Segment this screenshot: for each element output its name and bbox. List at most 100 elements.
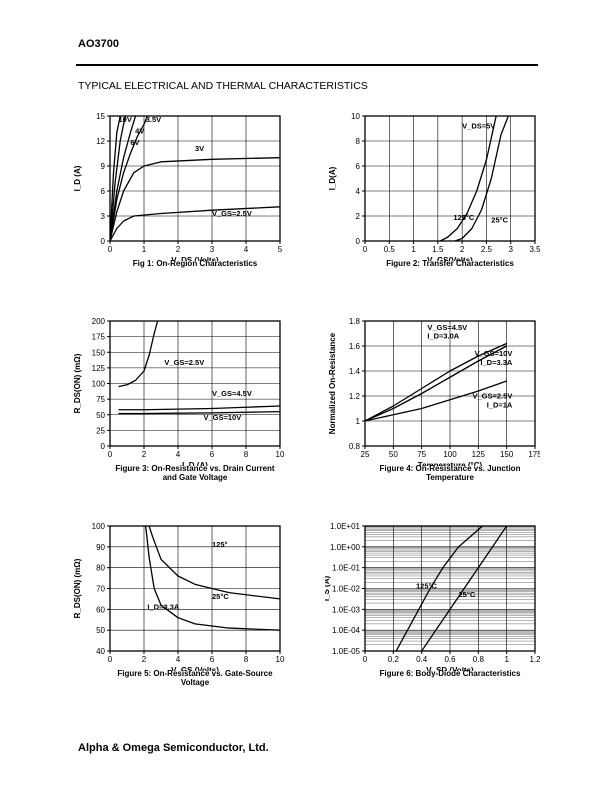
svg-text:2.5: 2.5 — [481, 245, 493, 254]
svg-text:4V: 4V — [135, 127, 144, 136]
svg-text:2: 2 — [142, 655, 147, 664]
svg-text:V_GS=2.5V: V_GS=2.5V — [212, 209, 252, 218]
svg-text:1.4: 1.4 — [349, 367, 361, 376]
svg-text:5: 5 — [278, 245, 283, 254]
fig6-caption: Figure 6: Body-Diode Characteristics — [365, 669, 535, 678]
svg-text:2: 2 — [460, 245, 465, 254]
chart-fig1: 01234503691215V_GS=2.5V3V3.5V4V6V10VV_DS… — [70, 106, 285, 268]
svg-text:15: 15 — [96, 112, 105, 121]
svg-text:V_GS=4.5V: V_GS=4.5V — [212, 389, 252, 398]
svg-text:25°C: 25°C — [212, 592, 229, 601]
svg-text:0: 0 — [363, 245, 368, 254]
svg-text:60: 60 — [96, 605, 105, 614]
svg-text:10V: 10V — [119, 115, 132, 124]
svg-text:4: 4 — [176, 450, 181, 459]
svg-text:150: 150 — [92, 348, 106, 357]
svg-text:I_D=3.3A: I_D=3.3A — [147, 602, 179, 611]
svg-text:1.8: 1.8 — [349, 317, 361, 326]
svg-text:8: 8 — [244, 655, 249, 664]
svg-text:175: 175 — [528, 450, 540, 459]
svg-text:50: 50 — [389, 450, 398, 459]
svg-text:8: 8 — [356, 137, 361, 146]
svg-text:0: 0 — [108, 450, 113, 459]
svg-text:3.5: 3.5 — [529, 245, 540, 254]
svg-text:4: 4 — [356, 187, 361, 196]
chart-fig4: 2550751001251501750.811.21.41.61.8V_GS=4… — [325, 311, 540, 482]
svg-text:50: 50 — [96, 626, 105, 635]
fig2-caption: Figure 2: Transfer Characteristics — [365, 259, 535, 268]
svg-text:8: 8 — [244, 450, 249, 459]
svg-text:V_GS=10V: V_GS=10V — [204, 413, 242, 422]
svg-text:1.0E-04: 1.0E-04 — [332, 626, 361, 635]
svg-text:6: 6 — [356, 162, 361, 171]
svg-text:100: 100 — [92, 380, 106, 389]
svg-text:75: 75 — [417, 450, 426, 459]
svg-text:0.2: 0.2 — [388, 655, 400, 664]
svg-text:2: 2 — [356, 212, 361, 221]
svg-text:75: 75 — [96, 395, 105, 404]
svg-text:100: 100 — [443, 450, 457, 459]
svg-text:12: 12 — [96, 137, 105, 146]
svg-text:0: 0 — [108, 245, 113, 254]
svg-text:2: 2 — [142, 450, 147, 459]
svg-text:I_D (A): I_D (A) — [73, 165, 82, 191]
svg-text:V_GS=10V: V_GS=10V — [475, 349, 513, 358]
chart-fig2: 00.511.522.533.50246810125°C25°CV_DS=5VV… — [325, 106, 540, 268]
svg-text:I_D=3.3A: I_D=3.3A — [480, 358, 512, 367]
svg-text:1.6: 1.6 — [349, 342, 361, 351]
svg-text:1.0E+01: 1.0E+01 — [330, 522, 361, 531]
svg-text:0: 0 — [101, 237, 106, 246]
svg-text:1.5: 1.5 — [432, 245, 444, 254]
svg-text:0: 0 — [108, 655, 113, 664]
svg-text:100: 100 — [92, 522, 106, 531]
svg-text:3: 3 — [508, 245, 513, 254]
svg-text:50: 50 — [96, 411, 105, 420]
svg-text:40: 40 — [96, 647, 105, 656]
svg-text:3: 3 — [210, 245, 215, 254]
svg-text:150: 150 — [500, 450, 514, 459]
svg-text:175: 175 — [92, 333, 106, 342]
svg-text:6V: 6V — [130, 138, 139, 147]
svg-text:V_GS=4.5V: V_GS=4.5V — [427, 323, 467, 332]
svg-text:0.6: 0.6 — [444, 655, 456, 664]
svg-text:1.0E-01: 1.0E-01 — [332, 564, 361, 573]
svg-text:1.0E-05: 1.0E-05 — [332, 647, 361, 656]
svg-text:I_D(A): I_D(A) — [328, 166, 337, 190]
svg-text:1: 1 — [356, 417, 361, 426]
chart-fig3: 02468100255075100125150175200V_GS=2.5VV_… — [70, 311, 285, 482]
svg-text:10: 10 — [351, 112, 360, 121]
svg-text:1.0E-03: 1.0E-03 — [332, 605, 361, 614]
svg-text:10: 10 — [276, 655, 285, 664]
footer-company: Alpha & Omega Semiconductor, Ltd. — [78, 742, 269, 754]
svg-text:125: 125 — [472, 450, 486, 459]
svg-text:R_DS(ON) (mΩ): R_DS(ON) (mΩ) — [73, 353, 82, 413]
svg-text:0.4: 0.4 — [416, 655, 428, 664]
svg-text:3: 3 — [101, 212, 106, 221]
svg-text:1.0E-02: 1.0E-02 — [332, 585, 361, 594]
svg-text:125°: 125° — [212, 540, 228, 549]
svg-text:2: 2 — [176, 245, 181, 254]
chart-fig5: 0246810405060708090100I_D=3.3A125°25°CV_… — [70, 516, 285, 687]
svg-text:25°C: 25°C — [459, 590, 476, 599]
svg-text:Normalized On-Resistance: Normalized On-Resistance — [328, 332, 337, 434]
svg-text:125: 125 — [92, 364, 106, 373]
svg-text:200: 200 — [92, 317, 106, 326]
svg-text:0: 0 — [101, 442, 106, 451]
svg-text:R_DS(ON) (mΩ): R_DS(ON) (mΩ) — [73, 558, 82, 618]
svg-text:3.5V: 3.5V — [146, 115, 161, 124]
svg-text:80: 80 — [96, 564, 105, 573]
svg-text:6: 6 — [101, 187, 106, 196]
svg-text:I_D=3.0A: I_D=3.0A — [427, 332, 459, 341]
svg-text:25: 25 — [96, 426, 105, 435]
svg-text:25: 25 — [361, 450, 370, 459]
svg-text:1: 1 — [142, 245, 147, 254]
fig1-caption: Fig 1: On-Region Characteristics — [110, 259, 280, 268]
svg-text:V_GS=2.5V: V_GS=2.5V — [164, 358, 204, 367]
svg-text:6: 6 — [210, 450, 215, 459]
section-title: TYPICAL ELECTRICAL AND THERMAL CHARACTER… — [78, 80, 368, 92]
fig3-caption: Figure 3: On-Resistance vs. Drain Curren… — [110, 464, 280, 482]
svg-text:90: 90 — [96, 543, 105, 552]
svg-text:4: 4 — [244, 245, 249, 254]
chart-fig6: 00.20.40.60.811.21.0E-051.0E-041.0E-031.… — [325, 516, 540, 678]
fig4-caption: Figure 4: On-Resistance vs. Junction Tem… — [365, 464, 535, 482]
